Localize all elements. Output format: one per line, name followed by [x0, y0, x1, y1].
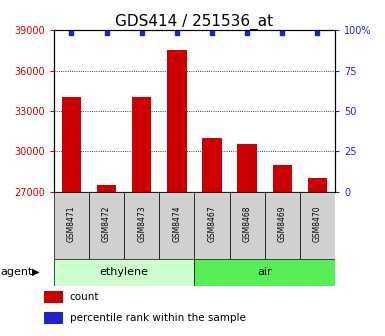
Text: GSM8472: GSM8472: [102, 206, 111, 242]
Bar: [264, 192, 300, 259]
Text: GSM8467: GSM8467: [208, 205, 216, 242]
Text: GSM8468: GSM8468: [243, 206, 252, 242]
Bar: [273, 165, 292, 192]
Bar: [44, 312, 64, 324]
Bar: [132, 97, 151, 192]
Point: [209, 30, 215, 35]
Bar: [89, 192, 124, 259]
Point: [139, 30, 145, 35]
Bar: [300, 192, 335, 259]
Bar: [97, 185, 116, 192]
Text: GSM8473: GSM8473: [137, 205, 146, 242]
Bar: [203, 138, 222, 192]
Bar: [229, 192, 265, 259]
Bar: [54, 192, 89, 259]
Bar: [238, 144, 257, 192]
Bar: [62, 97, 81, 192]
Point: [69, 30, 75, 35]
Text: GSM8470: GSM8470: [313, 205, 322, 242]
Point: [244, 30, 250, 35]
Bar: [159, 192, 194, 259]
Text: ethylene: ethylene: [100, 267, 149, 277]
Bar: [194, 259, 335, 286]
Text: air: air: [258, 267, 272, 277]
Bar: [167, 50, 186, 192]
Text: GSM8474: GSM8474: [172, 205, 181, 242]
Point: [174, 30, 180, 35]
Text: ▶: ▶: [32, 267, 39, 277]
Bar: [194, 192, 229, 259]
Bar: [44, 291, 64, 303]
Point: [279, 30, 285, 35]
Text: GSM8471: GSM8471: [67, 206, 76, 242]
Text: GSM8469: GSM8469: [278, 205, 287, 242]
Bar: [124, 192, 159, 259]
Point: [314, 30, 320, 35]
Text: agent: agent: [1, 267, 33, 277]
Text: percentile rank within the sample: percentile rank within the sample: [70, 313, 246, 323]
Bar: [308, 178, 327, 192]
Text: count: count: [70, 292, 99, 302]
Point: [104, 30, 110, 35]
Bar: [54, 259, 194, 286]
Title: GDS414 / 251536_at: GDS414 / 251536_at: [116, 14, 273, 30]
